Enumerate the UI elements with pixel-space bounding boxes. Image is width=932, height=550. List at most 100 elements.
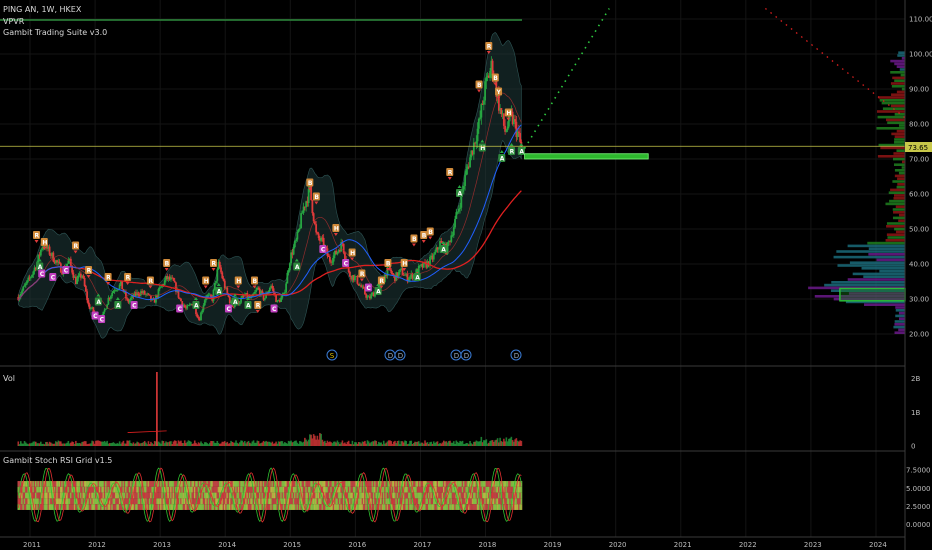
volume-bar <box>73 443 76 446</box>
indicator-gambit-label[interactable]: Gambit Trading Suite v3.0 <box>3 28 107 37</box>
candle-body <box>42 245 45 249</box>
stoch-grid-cell <box>344 498 346 505</box>
signal-letter: A <box>500 156 505 163</box>
volume-bar <box>60 441 62 446</box>
stoch-grid-cell <box>447 504 450 510</box>
signal-badge <box>202 276 210 285</box>
volume-bar <box>37 443 40 446</box>
stoch-grid-cell <box>500 486 503 493</box>
volume-bar <box>410 440 413 446</box>
event-marker[interactable] <box>326 349 338 361</box>
stoch-grid-cell <box>518 498 520 505</box>
stoch-grid-cell <box>513 481 515 487</box>
stoch-grid-cell <box>261 492 264 499</box>
stoch-grid-cell <box>80 486 82 493</box>
candle-body <box>372 292 375 297</box>
volume-bar <box>419 443 421 446</box>
volume-bar <box>337 442 340 446</box>
volume-bar <box>106 440 108 446</box>
stoch-grid-cell <box>515 504 518 510</box>
indicator-vpvr-label[interactable]: VPVR <box>3 17 25 26</box>
stoch-grid-cell <box>122 481 125 487</box>
volume-bar <box>230 440 232 446</box>
stoch-grid-cell <box>342 498 345 505</box>
stoch-grid-cell <box>453 498 455 505</box>
candle-body <box>420 263 423 266</box>
signal-letter: C <box>93 313 98 320</box>
stoch-grid-cell <box>85 498 87 505</box>
candle-body <box>77 275 80 279</box>
stoch-grid-cell <box>389 486 391 493</box>
stoch-grid-cell <box>436 498 439 505</box>
volume-panel-title[interactable]: Vol <box>3 374 15 383</box>
volume-bar <box>350 444 352 446</box>
event-marker[interactable] <box>510 349 522 361</box>
stoch-grid-cell <box>282 498 285 505</box>
stoch-grid-cell <box>460 481 463 487</box>
volume-bar <box>108 443 111 446</box>
buy-arrow <box>499 150 504 153</box>
stoch-grid-cell <box>300 492 303 499</box>
volume-bar <box>67 440 70 446</box>
stoch-grid-cell <box>241 481 244 487</box>
stoch-grid-cell <box>370 492 373 499</box>
stoch-grid-cell <box>436 492 439 499</box>
stoch-grid-cell <box>414 481 416 487</box>
candle-body <box>71 265 73 273</box>
symbol-title[interactable]: PING AN, 1W, HKEX <box>3 5 82 14</box>
candle-body <box>427 261 430 266</box>
stoch-grid-cell <box>406 481 409 487</box>
stoch-grid-cell <box>183 504 186 510</box>
candle-body <box>280 297 282 302</box>
volume-profile-row <box>901 87 905 91</box>
stoch-grid-cell <box>141 498 144 505</box>
stoch-grid-cell <box>33 504 36 510</box>
stoch-grid-cell <box>120 492 122 499</box>
stoch-grid-cell <box>190 486 192 493</box>
volume-bar <box>57 440 60 446</box>
stoch-grid-cell <box>505 504 508 510</box>
stoch-grid-cell <box>33 486 36 493</box>
signal-letter: R <box>148 278 153 285</box>
volume-profile-row <box>894 113 905 116</box>
stoch-grid-cell <box>60 481 62 487</box>
stoch-grid-cell <box>520 492 523 499</box>
stoch-grid-cell <box>279 481 281 487</box>
volume-bar <box>80 443 82 446</box>
stoch-panel-title[interactable]: Gambit Stoch RSI Grid v1.5 <box>3 456 112 465</box>
sell-arrow <box>385 268 390 271</box>
stoch-grid-cell <box>256 492 259 499</box>
event-marker[interactable] <box>394 349 406 361</box>
volume-bar <box>213 442 216 446</box>
volume-profile-row <box>898 328 905 332</box>
stoch-grid-cell <box>325 504 328 510</box>
volume-bar <box>384 443 386 446</box>
candle-body <box>287 270 290 273</box>
stoch-grid-cell <box>426 481 429 487</box>
stoch-grid-cell <box>188 504 191 510</box>
candle-body <box>92 307 95 312</box>
stoch-grid-cell <box>519 486 522 493</box>
event-marker[interactable] <box>460 349 472 361</box>
candle-body <box>277 300 280 301</box>
candle-body <box>213 282 216 290</box>
stoch-grid-cell <box>175 486 177 493</box>
stoch-grid-cell <box>111 498 114 505</box>
stoch-grid-cell <box>193 486 196 493</box>
stoch-grid-cell <box>335 486 338 493</box>
price-axis[interactable]: 110.00100.0090.0080.0070.0060.0050.0040.… <box>909 16 932 339</box>
volume-bar <box>151 443 153 446</box>
stoch-grid-cell <box>210 492 212 499</box>
time-axis[interactable]: 2011 2012 2013 2014 2015 2016 2017 2018 2019 2020… <box>23 541 887 549</box>
sell-arrow <box>86 275 91 278</box>
stoch-grid-cell <box>247 504 250 510</box>
stoch-grid-cell <box>484 481 486 487</box>
stoch-grid-cell <box>515 498 518 505</box>
volume-bar <box>317 439 320 446</box>
time-tick-label: 2013 <box>153 541 171 549</box>
stoch-grid-cell <box>276 504 279 510</box>
